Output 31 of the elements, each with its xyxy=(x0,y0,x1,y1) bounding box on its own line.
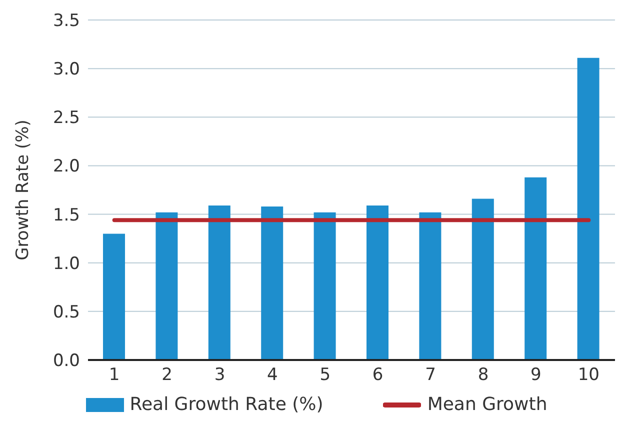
bar xyxy=(261,206,284,360)
legend-label: Real Growth Rate (%) xyxy=(130,394,324,415)
bar xyxy=(366,206,388,360)
x-tick-label: 10 xyxy=(578,365,600,386)
x-tick-label: 9 xyxy=(530,365,542,386)
x-tick-label: 3 xyxy=(214,365,226,386)
y-tick-label: 3.0 xyxy=(52,60,80,80)
y-tick-label: 2.0 xyxy=(52,156,80,177)
bar xyxy=(577,58,600,360)
bar xyxy=(156,212,178,360)
x-tick-label: 7 xyxy=(425,365,436,386)
x-tick-label: 5 xyxy=(320,365,331,386)
legend-label: Mean Growth xyxy=(427,394,548,415)
x-tick-label: 2 xyxy=(162,365,172,386)
bar xyxy=(419,212,442,360)
x-tick-label: 4 xyxy=(267,365,278,386)
x-tick-label: 1 xyxy=(108,365,120,386)
x-tick-label: 6 xyxy=(372,365,384,386)
y-axis-title: Growth Rate (%) xyxy=(13,120,34,260)
y-tick-label: 0.0 xyxy=(52,351,80,372)
bar xyxy=(472,198,494,360)
y-tick-label: 2.5 xyxy=(52,108,80,128)
bar xyxy=(524,177,547,360)
x-tick-label: 8 xyxy=(478,365,489,386)
y-tick-label: 1.0 xyxy=(52,254,80,274)
bar xyxy=(314,212,336,360)
bar xyxy=(103,234,125,360)
y-tick-label: 0.5 xyxy=(52,302,80,322)
y-tick-label: 1.5 xyxy=(52,205,80,226)
y-tick-label: 3.5 xyxy=(52,11,80,32)
bar xyxy=(208,206,230,360)
